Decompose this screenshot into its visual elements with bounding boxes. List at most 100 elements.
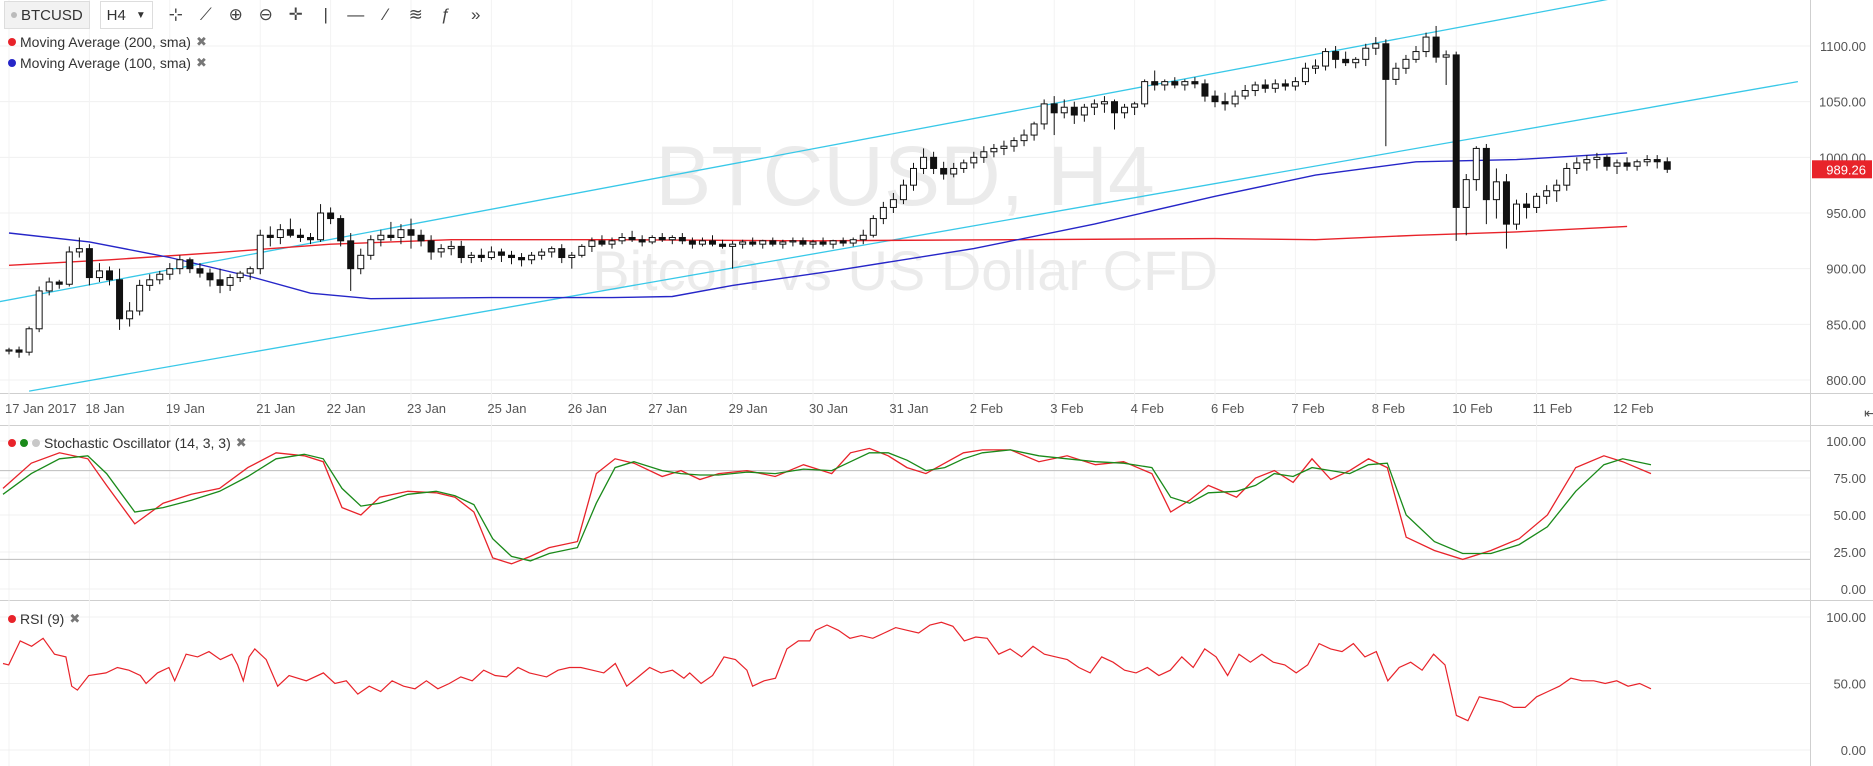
- candle: [1332, 46, 1340, 69]
- candle: [327, 207, 335, 225]
- remove-rsi-icon[interactable]: ✖: [69, 611, 81, 626]
- candle-body: [126, 310, 134, 320]
- candle: [276, 224, 284, 245]
- stoch-tick-label: 75.00: [1833, 471, 1866, 486]
- candle: [930, 151, 938, 175]
- time-tick-label: 3 Feb: [1050, 401, 1083, 416]
- function-icon[interactable]: ƒ: [441, 5, 451, 24]
- candle-body: [1000, 145, 1008, 149]
- candle: [518, 253, 526, 267]
- candle: [1573, 157, 1581, 175]
- legend-rsi: RSI (9) ✖: [8, 611, 80, 627]
- candle-body: [779, 241, 787, 245]
- stoch-tick-label: 100.00: [1826, 434, 1866, 449]
- candle-body: [1502, 181, 1510, 225]
- time-tick-label: 10 Feb: [1452, 401, 1492, 416]
- candle-body: [1513, 203, 1520, 225]
- watermark-title: BTCUSD, H4: [655, 129, 1154, 223]
- forward-icon[interactable]: »: [471, 5, 481, 24]
- candle: [116, 268, 124, 330]
- candle-body: [85, 248, 93, 279]
- candle: [1181, 79, 1189, 91]
- candle: [1221, 92, 1229, 111]
- stoch-line: [2, 449, 1652, 562]
- horizontal-line-icon[interactable]: —: [347, 5, 365, 24]
- candle-body: [55, 281, 63, 285]
- remove-ma200-icon[interactable]: ✖: [195, 34, 207, 49]
- price-tick-label: 850.00: [1826, 317, 1866, 332]
- zoom-out-icon[interactable]: ⊖: [258, 5, 273, 24]
- candle: [970, 151, 978, 169]
- candle: [1533, 192, 1541, 213]
- candle-body: [296, 234, 304, 238]
- remove-ma100-icon[interactable]: ✖: [195, 55, 207, 70]
- candle-body: [739, 241, 747, 245]
- candle: [1553, 179, 1561, 202]
- candle-body: [146, 279, 154, 286]
- compare-icon[interactable]: ⊹: [168, 5, 183, 24]
- candle-body: [940, 167, 948, 175]
- trend-line-icon[interactable]: ⁄: [384, 5, 388, 24]
- candle-body: [869, 218, 877, 236]
- rsi-panel[interactable]: [2, 621, 1652, 722]
- candle-body: [1030, 123, 1038, 136]
- rsi-line: [2, 621, 1652, 722]
- candle-body: [688, 240, 696, 245]
- candle-body: [1271, 83, 1279, 89]
- time-tick-label: 18 Jan: [85, 401, 124, 416]
- candle-body: [990, 147, 998, 153]
- candle-body: [588, 240, 596, 247]
- interval-selector[interactable]: H4 ▼: [99, 1, 153, 29]
- remove-stochastic-icon[interactable]: ✖: [235, 435, 247, 450]
- zoom-in-icon[interactable]: ⊕: [228, 5, 243, 24]
- candle: [1151, 70, 1159, 91]
- candle: [508, 250, 515, 265]
- candle: [1020, 129, 1028, 147]
- candle-body: [698, 240, 706, 245]
- candle-body: [286, 229, 294, 236]
- candle: [256, 229, 264, 275]
- time-tick-label: 11 Feb: [1533, 401, 1573, 416]
- candle: [236, 270, 244, 283]
- watermark-subtitle: Bitcoin vs US Dollar CFD: [592, 239, 1217, 302]
- candle-body: [497, 251, 505, 256]
- candle-body: [1301, 67, 1309, 83]
- candle-body: [1070, 106, 1078, 116]
- candle: [487, 246, 495, 260]
- symbol-selector[interactable]: BTCUSD: [4, 1, 90, 29]
- candle: [920, 148, 928, 175]
- candle-body: [307, 236, 314, 241]
- stochastic-panel[interactable]: [0, 447, 1810, 565]
- time-tick-label: 17 Jan 2017: [5, 401, 77, 416]
- candle-body: [648, 236, 656, 243]
- candle-body: [1643, 159, 1651, 163]
- candle: [1161, 79, 1169, 91]
- candle-body: [759, 240, 767, 245]
- candle: [1010, 137, 1018, 152]
- candle: [286, 218, 294, 238]
- fib-icon[interactable]: ≋: [408, 5, 423, 24]
- candle-body: [256, 234, 264, 270]
- crosshair-icon[interactable]: ✛: [288, 5, 303, 24]
- candle-body: [1080, 106, 1088, 116]
- candle: [216, 268, 224, 294]
- vertical-line-icon[interactable]: |: [323, 5, 328, 24]
- indicators-icon[interactable]: ⟋: [199, 5, 212, 24]
- candle-body: [678, 236, 686, 242]
- candle: [889, 192, 897, 213]
- candle-body: [1422, 36, 1430, 53]
- candle-body: [1452, 54, 1460, 208]
- candle-body: [327, 212, 335, 220]
- candle: [839, 237, 847, 247]
- candle: [1593, 152, 1601, 169]
- candle: [658, 233, 666, 242]
- candle: [1392, 62, 1400, 85]
- price-panel[interactable]: [0, 0, 1799, 392]
- candle-body: [95, 270, 103, 279]
- candle-body: [387, 234, 395, 238]
- candle: [1201, 79, 1209, 102]
- candle-body: [347, 240, 355, 270]
- candle-body: [1533, 195, 1541, 208]
- candle: [1342, 51, 1350, 67]
